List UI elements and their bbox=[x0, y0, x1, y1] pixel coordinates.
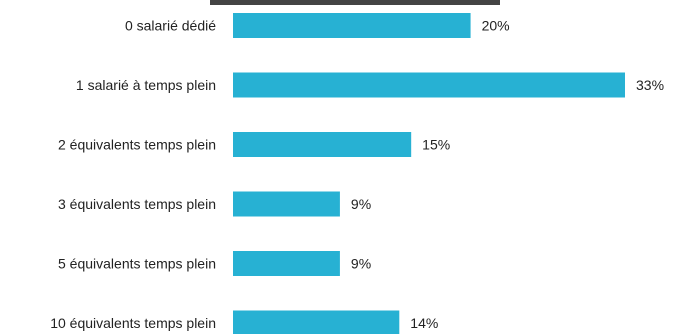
value-label-4: 9% bbox=[351, 256, 371, 272]
bars-group bbox=[233, 13, 625, 334]
bar-3 bbox=[233, 191, 340, 217]
category-labels-group: 0 salarié dédié 1 salarié à temps plein 2 … bbox=[50, 18, 216, 332]
bar-1 bbox=[233, 72, 625, 98]
bar-2 bbox=[233, 132, 412, 157]
value-label-1: 33% bbox=[636, 77, 664, 93]
bar-5 bbox=[233, 310, 400, 334]
chart-title-strip bbox=[210, 0, 500, 5]
value-label-0: 20% bbox=[482, 18, 510, 34]
value-label-3: 9% bbox=[351, 196, 371, 212]
category-label-1: 1 salarié à temps plein bbox=[76, 77, 216, 93]
bar-0 bbox=[233, 13, 471, 38]
value-label-5: 14% bbox=[410, 315, 438, 331]
category-label-3: 3 équivalents temps plein bbox=[58, 196, 216, 212]
category-label-5: 10 équivalents temps plein bbox=[50, 315, 216, 331]
value-label-2: 15% bbox=[422, 137, 450, 153]
category-label-2: 2 équivalents temps plein bbox=[58, 137, 216, 153]
value-labels-group: 20% 33% 15% 9% 9% 14% bbox=[351, 18, 664, 332]
category-label-4: 5 équivalents temps plein bbox=[58, 256, 216, 272]
bar-4 bbox=[233, 251, 340, 276]
category-label-0: 0 salarié dédié bbox=[125, 18, 216, 34]
